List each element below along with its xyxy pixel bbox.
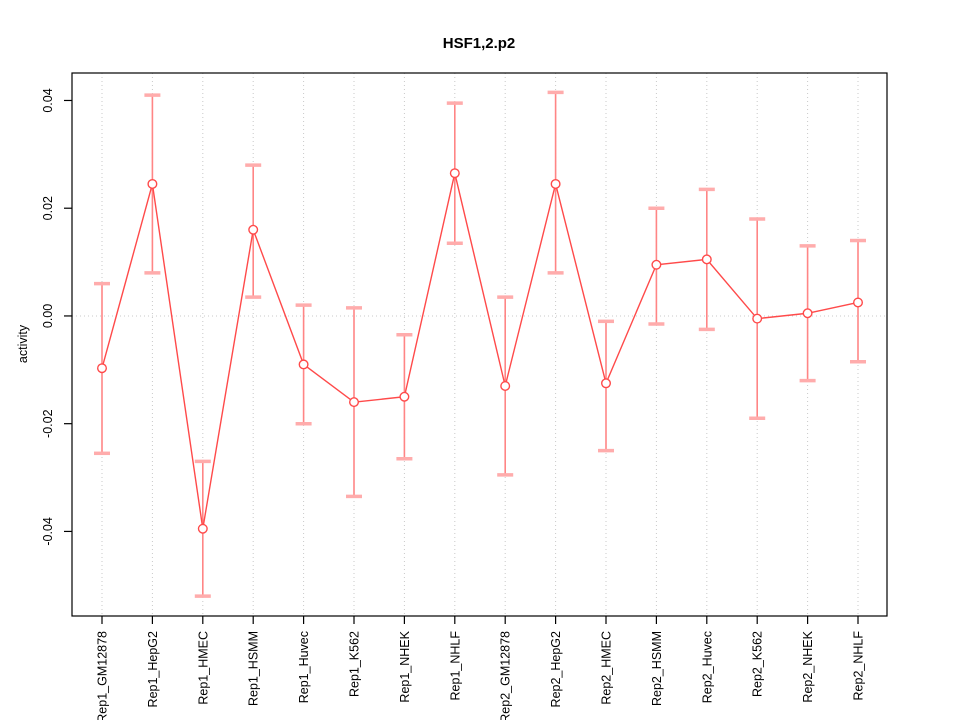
data-point <box>248 224 259 235</box>
data-point <box>701 254 712 265</box>
data-point <box>298 359 309 370</box>
x-tick-label: Rep1_GM12878 <box>96 631 110 720</box>
series-line <box>101 173 859 529</box>
x-tick-label: Rep2_HSMM <box>650 631 664 706</box>
data-point <box>752 313 763 324</box>
y-tick-label: -0.04 <box>41 517 55 546</box>
y-axis-label: activity <box>16 324 30 363</box>
x-tick-label: Rep1_HSMM <box>247 631 261 706</box>
plot-area: -0.04 -0.02 0.00 0.02 0.04 Rep1_GM12878 Rep1_H… <box>41 72 888 720</box>
x-tick-label: Rep2_K562 <box>751 631 765 697</box>
x-tick-label: Rep1_Huvec <box>297 631 311 703</box>
chart-title: HSF1,2.p2 <box>443 35 516 52</box>
x-tick-label: Rep1_K562 <box>348 631 362 697</box>
x-tick-label: Rep1_HepG2 <box>146 631 160 707</box>
x-tick-label: Rep1_NHEK <box>398 630 412 702</box>
data-point <box>147 178 158 189</box>
x-tick-label: Rep2_NHLF <box>852 631 866 701</box>
data-point <box>449 168 460 179</box>
data-point <box>500 380 511 391</box>
data-point <box>802 308 813 319</box>
y-tick-label: 0.02 <box>41 196 55 220</box>
data-point <box>651 259 662 270</box>
x-tick-label: Rep2_Huvec <box>700 631 714 703</box>
data-point <box>601 378 612 389</box>
y-tick-label: 0.00 <box>41 304 55 328</box>
data-point <box>550 178 561 189</box>
x-tick-label: Rep2_NHEK <box>801 630 815 702</box>
y-tick-label: -0.02 <box>41 409 55 438</box>
data-point <box>96 363 107 374</box>
x-tick-label: Rep1_HMEC <box>196 631 210 705</box>
data-point <box>399 391 410 402</box>
data-point <box>853 297 864 308</box>
y-tick-label: 0.04 <box>41 88 55 112</box>
plot-border <box>71 72 888 617</box>
x-tick-label: Rep2_HepG2 <box>549 631 563 707</box>
x-tick-label: Rep1_NHLF <box>448 631 462 701</box>
x-tick-label: Rep2_HMEC <box>600 631 614 705</box>
x-tick-label: Rep2_GM12878 <box>499 631 513 720</box>
data-point <box>197 523 208 534</box>
data-point <box>349 397 360 408</box>
